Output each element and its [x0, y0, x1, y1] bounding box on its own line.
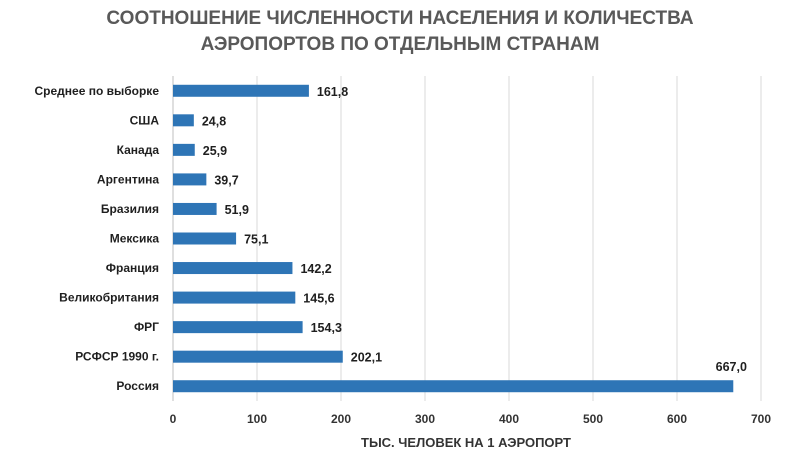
category-label: ФРГ — [134, 320, 159, 334]
value-label: 51,9 — [225, 203, 249, 217]
value-label: 202,1 — [351, 351, 382, 365]
category-label: Аргентина — [97, 172, 159, 186]
bar — [173, 380, 734, 393]
bar — [173, 291, 296, 304]
value-label: 75,1 — [244, 233, 268, 247]
category-label: РСФСР 1990 г. — [75, 350, 159, 364]
chart-title-line-2: АЭРОПОРТОВ ПО ОТДЕЛЬНЫМ СТРАНАМ — [201, 34, 600, 55]
bar — [173, 173, 207, 186]
x-tick-label: 700 — [751, 412, 771, 426]
category-label: США — [130, 113, 160, 127]
gridlines — [172, 76, 762, 401]
x-tick-label: 400 — [499, 412, 519, 426]
bar — [173, 321, 303, 334]
value-label: 161,8 — [317, 85, 348, 99]
category-label: Россия — [116, 379, 159, 393]
x-tick-label: 500 — [583, 412, 603, 426]
x-tick-label: 600 — [667, 412, 687, 426]
category-label: Бразилия — [101, 202, 159, 216]
bar — [173, 350, 343, 363]
value-label: 154,3 — [311, 321, 342, 335]
bar — [173, 84, 309, 97]
x-tick-labels: 0 100 200 300 400 500 600 700 — [170, 412, 772, 426]
value-label: 142,2 — [300, 262, 331, 276]
bar — [173, 232, 237, 245]
category-label: Канада — [117, 143, 160, 157]
x-tick-label: 0 — [170, 412, 177, 426]
chart-title-line-1: СООТНОШЕНИЕ ЧИСЛЕННОСТИ НАСЕЛЕНИЯ И КОЛИ… — [106, 8, 693, 29]
category-label: Великобритания — [59, 291, 159, 305]
value-label: 667,0 — [716, 360, 747, 374]
value-labels: 161,8 24,8 25,9 39,7 51,9 75,1 142,2 145,6 154,3… — [202, 85, 747, 374]
bar — [173, 262, 293, 275]
category-label: Франция — [106, 261, 159, 275]
value-label: 24,8 — [202, 114, 226, 128]
bar — [173, 114, 194, 127]
x-tick-label: 200 — [331, 412, 351, 426]
bar — [173, 143, 195, 156]
category-label: Мексика — [110, 232, 160, 246]
value-label: 25,9 — [203, 144, 227, 158]
category-label: Среднее по выборке — [34, 84, 159, 98]
x-axis-title: ТЫС. ЧЕЛОВЕК НА 1 АЭРОПОРТ — [361, 435, 571, 450]
category-labels: Среднее по выборке США Канада Аргентина Браз… — [34, 84, 159, 393]
x-tick-label: 300 — [415, 412, 435, 426]
value-label: 39,7 — [214, 173, 238, 187]
value-label: 145,6 — [303, 292, 334, 306]
bars — [173, 84, 734, 393]
bar — [173, 202, 217, 215]
x-tick-label: 100 — [247, 412, 267, 426]
